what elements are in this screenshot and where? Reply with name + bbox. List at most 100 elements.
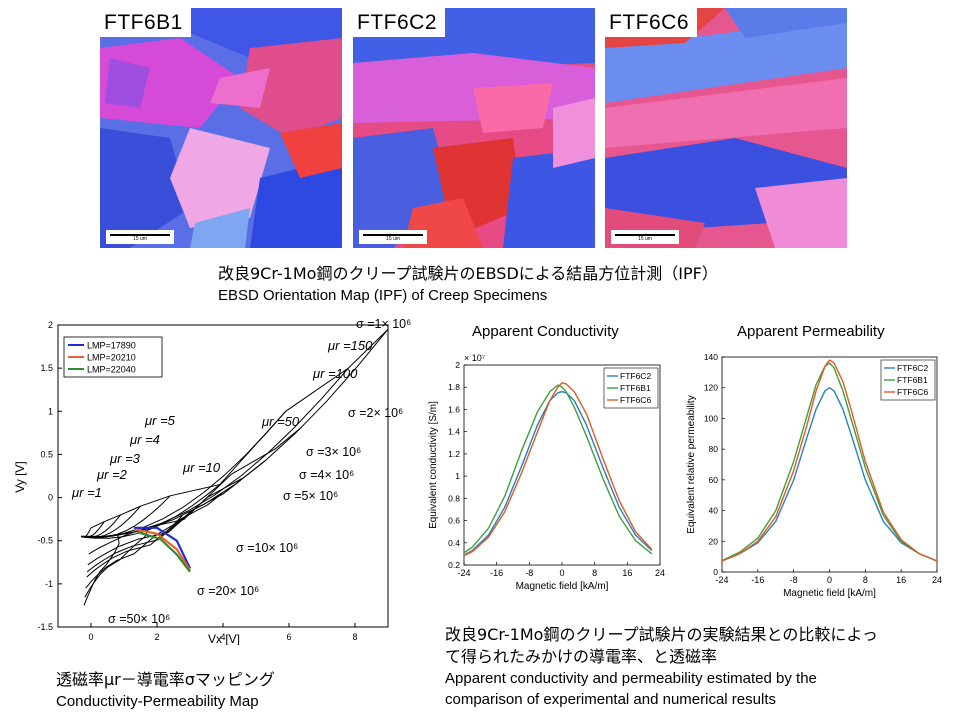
mu-curve	[81, 495, 171, 539]
y-tick-label: 1.4	[448, 427, 460, 437]
x-tick-label: 16	[622, 568, 632, 578]
sigma-curve	[87, 460, 266, 566]
y-tick-label: 1.2	[448, 449, 460, 459]
legend-entry: LMP=22040	[87, 365, 136, 375]
ebsd-caption-en: EBSD Orientation Map (IPF) of Creep Spec…	[218, 287, 548, 304]
x-tick-label: -16	[490, 568, 503, 578]
y-tick-label: -0.5	[37, 536, 53, 546]
sigma-label: σ =1× 10⁶	[356, 317, 411, 331]
x-tick-label: -16	[751, 575, 764, 585]
y-tick-label: 2	[48, 320, 53, 330]
results-caption-en-1: Apparent conductivity and permeability e…	[445, 670, 817, 687]
mu-label: μr =4	[129, 432, 160, 447]
conductivity-chart-title: Apparent Conductivity	[472, 323, 619, 340]
map-legend: LMP=17890 LMP=20210 LMP=22040	[63, 336, 163, 378]
permeability-chart-title: Apparent Permeability	[737, 323, 885, 340]
y-axis-label: Equivalent relative permeability	[686, 395, 697, 533]
ebsd-image	[605, 8, 847, 248]
y-tick-label: 120	[704, 383, 718, 393]
sigma-label: σ =4× 10⁶	[299, 468, 354, 482]
specimen-label: FTF6B1	[100, 8, 191, 37]
sigma-label: σ =5× 10⁶	[283, 489, 338, 503]
y-tick-label: 40	[709, 506, 719, 516]
map-ylabel: Vy [V]	[13, 461, 27, 493]
x-tick-label: 6	[286, 632, 291, 642]
x-tick-label: -8	[525, 568, 533, 578]
results-caption-jp-1: 改良9Cr-1Mo鋼のクリープ試験片の実験結果との比較によっ	[445, 625, 878, 644]
y-tick-label: 1	[455, 471, 460, 481]
axis-exponent: × 10⁷	[464, 353, 485, 363]
mu-label: μr =150	[327, 338, 373, 353]
sigma-curve	[86, 492, 223, 578]
mu-curve	[81, 367, 349, 538]
sigma-curve	[85, 515, 183, 589]
y-tick-label: 2	[455, 360, 460, 370]
x-tick-label: -8	[790, 575, 798, 585]
lmp-trajectory	[135, 528, 191, 571]
x-tick-label: 0	[559, 568, 564, 578]
series-line	[722, 362, 937, 562]
sigma-curve	[84, 528, 150, 598]
scale-bar: 15 um	[611, 230, 679, 244]
x-axis-label: Magnetic field [kA/m]	[783, 588, 876, 599]
ebsd-map-ftf6c2: FTF6C2 15 um	[353, 8, 595, 248]
y-tick-label: 0.4	[448, 538, 460, 548]
mu-curve	[80, 521, 105, 538]
x-tick-label: 4	[220, 632, 225, 642]
y-tick-label: 0.8	[448, 493, 460, 503]
sigma-label: σ =10× 10⁶	[236, 541, 298, 555]
mu-label: μr =1	[71, 485, 102, 500]
y-tick-label: 0.6	[448, 516, 460, 526]
sigma-curve	[90, 328, 389, 529]
ebsd-image	[100, 8, 342, 248]
y-tick-label: 1.5	[40, 363, 53, 373]
legend-entry: FTF6C6	[897, 387, 928, 397]
legend-entry: FTF6C6	[620, 395, 651, 405]
x-tick-label: 24	[655, 568, 665, 578]
x-tick-label: 8	[592, 568, 597, 578]
x-tick-label: 2	[154, 632, 159, 642]
mu-label: μr =100	[312, 366, 358, 381]
scale-bar: 15 um	[106, 230, 174, 244]
legend-entry: FTF6C2	[897, 363, 928, 373]
y-tick-label: 0.5	[40, 449, 53, 459]
sigma-curve	[86, 479, 242, 573]
sigma-label: σ =20× 10⁶	[197, 584, 259, 598]
specimen-label: FTF6C2	[353, 8, 446, 37]
permeability-chart: -24 -16 -8 0 8 16 24 0 20 40 60 80 100 120 140 FTF6C2 FT…	[686, 352, 942, 599]
y-tick-label: 80	[709, 444, 719, 454]
series-line	[464, 382, 653, 557]
ebsd-image	[353, 8, 595, 248]
ebsd-map-ftf6c6: FTF6C6 15 um	[605, 8, 847, 248]
conductivity-chart: -24 -16 -8 0 8 16 24 0.2 0.4 0.6 0.8 1 1.2 1.4 1.6 1.8 2…	[428, 353, 665, 592]
series-line	[464, 391, 653, 556]
ebsd-map-ftf6b1: FTF6B1 15 um	[100, 8, 342, 248]
x-tick-label: 16	[896, 575, 906, 585]
sigma-label: σ =2× 10⁶	[348, 406, 403, 420]
x-tick-label: 0	[827, 575, 832, 585]
sigma-label: σ =50× 10⁶	[108, 612, 170, 626]
x-tick-label: -24	[715, 575, 728, 585]
map-caption-jp: 透磁率μr－導電率σマッピング	[56, 670, 275, 689]
legend-entry: LMP=20210	[87, 353, 136, 363]
y-tick-label: 0.2	[448, 560, 460, 570]
y-tick-label: -1	[45, 579, 53, 589]
map-caption-en: Conductivity-Permeability Map	[56, 693, 259, 710]
mu-label: μr =2	[96, 467, 128, 482]
legend-entry: LMP=17890	[87, 341, 136, 351]
map-xlabel: Vx [V]	[208, 632, 240, 645]
map-grid-lines	[80, 328, 389, 606]
results-caption-en-2: comparison of experimental and numerical…	[445, 691, 776, 708]
y-axis-label: Equivalent conductivity [S/m]	[428, 401, 439, 529]
y-tick-label: 0	[713, 567, 718, 577]
x-tick-label: 8	[863, 575, 868, 585]
sigma-curve	[83, 535, 120, 606]
specimen-label: FTF6C6	[605, 8, 698, 37]
y-tick-label: 0	[48, 493, 53, 503]
lmp-trajectory	[133, 526, 191, 569]
y-tick-label: -1.5	[37, 622, 53, 632]
mu-label: μr =10	[182, 460, 221, 475]
x-tick-label: 0	[88, 632, 93, 642]
series-line	[464, 384, 653, 555]
